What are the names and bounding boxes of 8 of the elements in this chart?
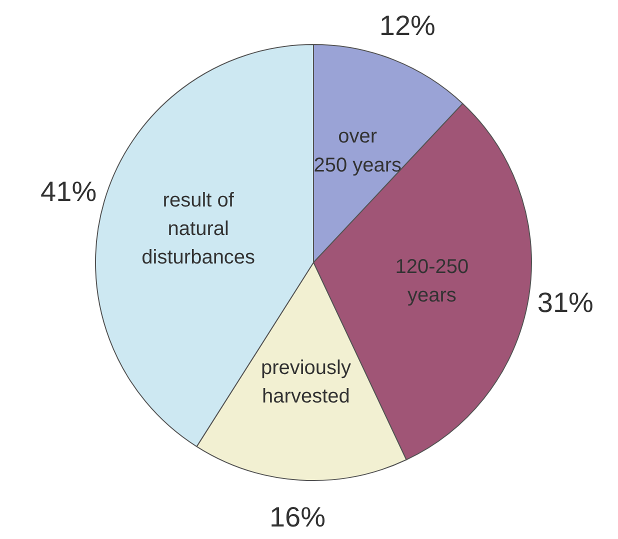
slice-label: 120-250 years bbox=[395, 256, 469, 307]
data-label: 16% bbox=[269, 502, 326, 533]
data-label: 12% bbox=[379, 10, 436, 41]
slice-label: previously harvested bbox=[260, 356, 351, 408]
data-label: 41% bbox=[40, 176, 97, 207]
slice-label: result of natural disturbances bbox=[142, 189, 256, 269]
slice-label: over 250 years bbox=[314, 126, 402, 176]
data-label: 31% bbox=[537, 286, 594, 318]
